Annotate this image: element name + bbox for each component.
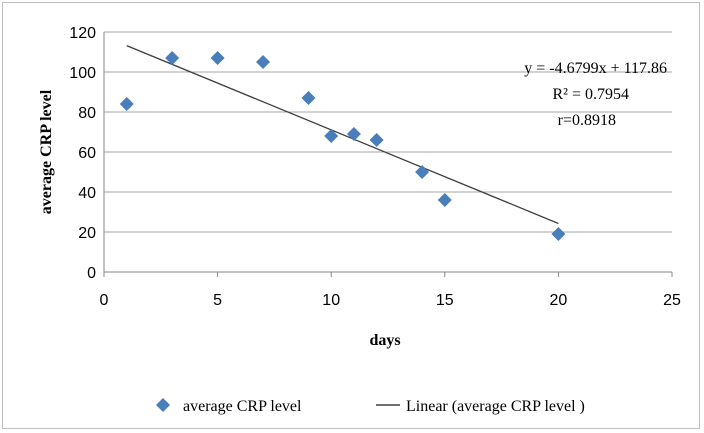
y-tick-label: 20 [78, 225, 96, 242]
x-axis-title: days [369, 332, 400, 349]
x-tick-label: 10 [322, 292, 340, 309]
trendline-layer [126, 45, 559, 225]
y-tick-label: 120 [69, 25, 96, 42]
y-tick-label: 60 [78, 145, 96, 162]
y-tick-label: 40 [78, 185, 96, 202]
trendline [126, 45, 559, 225]
data-point [437, 193, 452, 207]
data-point [301, 91, 316, 105]
y-tick-label: 100 [69, 65, 96, 82]
x-tick-label: 20 [550, 292, 568, 309]
gridlines [104, 31, 672, 233]
data-points [119, 51, 566, 241]
correlation-label: r=0.8918 [558, 112, 616, 129]
legend: average CRP level Linear (average CRP le… [156, 398, 585, 415]
legend-marker-diamond [156, 398, 170, 412]
data-point [346, 127, 361, 141]
x-tick-label: 15 [436, 292, 454, 309]
chart-frame [2, 2, 700, 429]
x-tick-label: 0 [100, 292, 109, 309]
x-tick-label: 25 [663, 292, 681, 309]
data-point [551, 227, 566, 241]
data-point [415, 165, 430, 179]
r-squared-label: R² = 0.7954 [553, 86, 630, 103]
axes [103, 32, 673, 277]
data-point [165, 51, 180, 65]
trendline-equation: y = -4.6799x + 117.86 [524, 60, 667, 77]
y-tick-label: 80 [78, 105, 96, 122]
data-point [256, 55, 271, 69]
data-point [324, 129, 339, 143]
y-tick-labels: 0 20 40 60 80 100 120 [69, 25, 96, 282]
data-point [119, 97, 134, 111]
legend-label-trendline: Linear (average CRP level ) [406, 398, 585, 415]
legend-label-series: average CRP level [183, 398, 302, 415]
data-point [369, 133, 384, 147]
x-tick-label: 5 [213, 292, 222, 309]
x-tick-labels: 0 5 10 15 20 25 [100, 292, 681, 309]
y-axis-title: average CRP level [38, 89, 55, 214]
y-tick-label: 0 [87, 265, 96, 282]
data-point [210, 51, 225, 65]
